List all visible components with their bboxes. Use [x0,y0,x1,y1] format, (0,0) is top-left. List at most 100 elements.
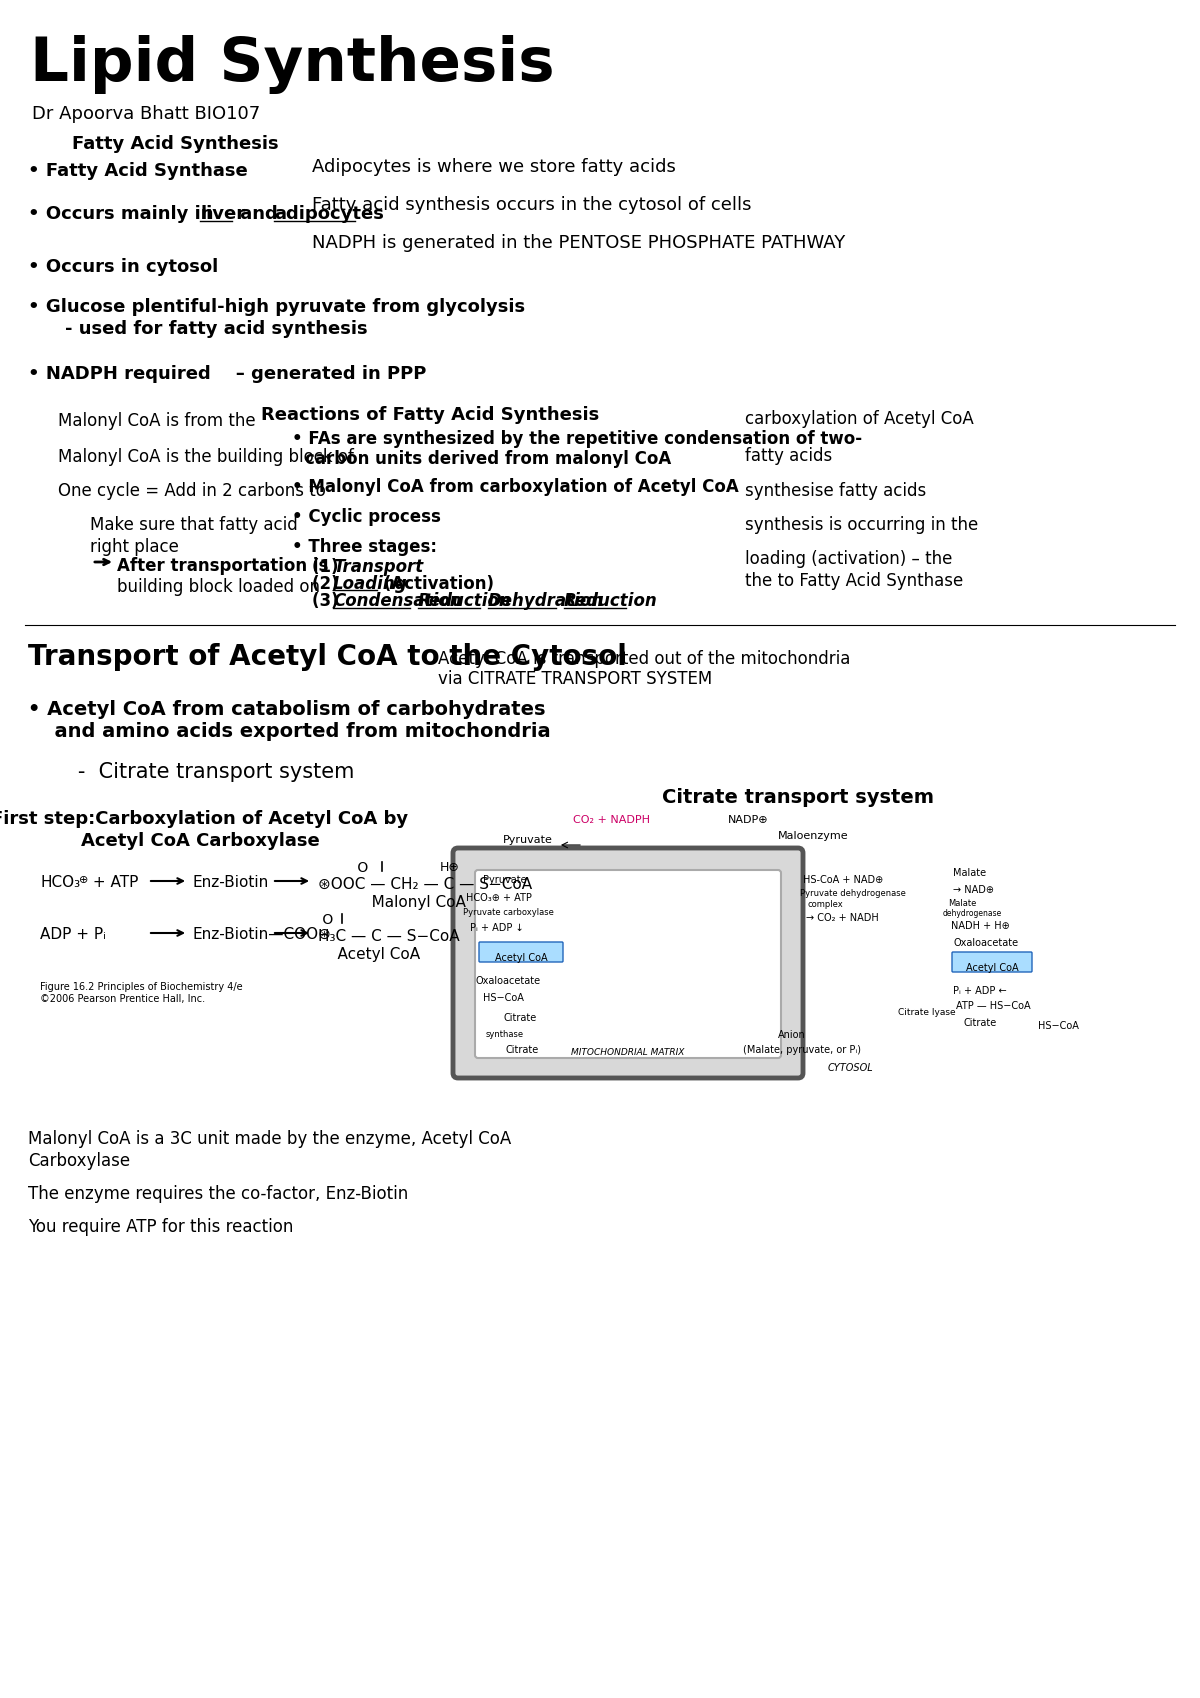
Text: Reduction: Reduction [564,593,658,610]
Text: O: O [318,861,368,874]
Text: • Occurs mainly in: • Occurs mainly in [28,205,220,222]
Text: Loading: Loading [334,576,408,593]
Text: Pyruvate carboxylase: Pyruvate carboxylase [463,908,554,917]
Text: NADP⊕: NADP⊕ [728,815,769,825]
Text: • Glucose plentiful-high pyruvate from glycolysis: • Glucose plentiful-high pyruvate from g… [28,299,526,316]
Text: • Acetyl CoA from catabolism of carbohydrates: • Acetyl CoA from catabolism of carbohyd… [28,700,546,718]
Text: Malonyl CoA is from the: Malonyl CoA is from the [58,413,256,430]
Text: • Three stages:: • Three stages: [292,538,437,555]
Text: complex: complex [808,900,844,908]
Text: Oxaloacetate: Oxaloacetate [953,937,1018,947]
Text: O: O [318,914,334,927]
Text: ATP — HS−CoA: ATP — HS−CoA [956,1002,1031,1010]
Text: You require ATP for this reaction: You require ATP for this reaction [28,1217,293,1236]
Text: carboxylation of Acetyl CoA: carboxylation of Acetyl CoA [745,409,973,428]
Text: Carboxylase: Carboxylase [28,1151,130,1170]
Text: Malate: Malate [953,868,986,878]
Text: HS−CoA: HS−CoA [482,993,524,1004]
Text: Pᵢ + ADP ←: Pᵢ + ADP ← [953,987,1007,997]
Text: • Cyclic process: • Cyclic process [292,508,440,526]
Text: • Occurs in cytosol: • Occurs in cytosol [28,258,218,277]
Text: Figure 16.2 Principles of Biochemistry 4/e: Figure 16.2 Principles of Biochemistry 4… [40,981,242,992]
Text: Acetyl CoA Carboxylase: Acetyl CoA Carboxylase [80,832,319,851]
Text: ADP + Pᵢ: ADP + Pᵢ [40,927,106,942]
Text: and amino acids exported from mitochondria: and amino acids exported from mitochondr… [41,722,551,740]
FancyBboxPatch shape [475,869,781,1058]
Text: HCO₃: HCO₃ [40,874,80,890]
Text: - used for fatty acid synthesis: - used for fatty acid synthesis [65,319,367,338]
Text: Fatty acid synthesis occurs in the cytosol of cells: Fatty acid synthesis occurs in the cytos… [312,195,751,214]
Text: via CITRATE TRANSPORT SYSTEM: via CITRATE TRANSPORT SYSTEM [438,671,713,688]
Text: Malate: Malate [948,898,977,908]
Text: synthesis is occurring in the: synthesis is occurring in the [745,516,978,533]
Text: Pyruvate: Pyruvate [503,835,553,846]
Text: Pᵢ + ADP ↓: Pᵢ + ADP ↓ [470,924,523,932]
Text: and: and [234,205,284,222]
Text: Citrate: Citrate [506,1044,539,1054]
Text: One cycle = Add in 2 carbons to: One cycle = Add in 2 carbons to [58,482,326,499]
Text: Enz-Biotin: Enz-Biotin [192,874,269,890]
Text: Anion: Anion [778,1031,805,1039]
Text: adipocytes: adipocytes [274,205,384,222]
Text: Acetyl CoA: Acetyl CoA [966,963,1019,973]
Text: Dr Apoorva Bhatt BIO107: Dr Apoorva Bhatt BIO107 [32,105,260,122]
Text: (2): (2) [312,576,344,593]
Text: • NADPH required    – generated in PPP: • NADPH required – generated in PPP [28,365,426,384]
Text: Enz-Biotin—COO⊛: Enz-Biotin—COO⊛ [192,927,331,942]
Text: Fatty Acid Synthesis: Fatty Acid Synthesis [72,136,278,153]
Text: ©2006 Pearson Prentice Hall, Inc.: ©2006 Pearson Prentice Hall, Inc. [40,993,205,1004]
Text: HS−CoA: HS−CoA [1038,1020,1079,1031]
Text: • Fatty Acid Synthase: • Fatty Acid Synthase [28,161,247,180]
Text: First step:Carboxylation of Acetyl CoA by: First step:Carboxylation of Acetyl CoA b… [0,810,408,829]
Text: • FAs are synthesized by the repetitive condensation of two-: • FAs are synthesized by the repetitive … [292,430,862,448]
Text: (1): (1) [312,559,344,576]
Text: Oxaloacetate: Oxaloacetate [476,976,541,987]
Text: (Malate, pyruvate, or Pᵢ): (Malate, pyruvate, or Pᵢ) [743,1044,862,1054]
Text: Pyruvate dehydrogenase: Pyruvate dehydrogenase [800,890,906,898]
Text: Malonyl CoA is the building block of: Malonyl CoA is the building block of [58,448,354,465]
Text: Dehydration: Dehydration [488,593,604,610]
Text: Lipid Synthesis: Lipid Synthesis [30,36,554,93]
Text: fatty acids: fatty acids [745,447,833,465]
Text: Malonyl CoA: Malonyl CoA [318,895,466,910]
Text: Acetyl CoA: Acetyl CoA [318,947,420,963]
Text: Transport: Transport [334,559,424,576]
Text: CYTOSOL: CYTOSOL [828,1063,874,1073]
FancyBboxPatch shape [479,942,563,963]
Text: Condensation: Condensation [334,593,462,610]
Text: H⊕: H⊕ [440,861,460,874]
Text: dehydrogenase: dehydrogenase [943,908,1002,919]
Text: carbon units derived from malonyl CoA: carbon units derived from malonyl CoA [305,450,671,469]
Text: → CO₂ + NADH: → CO₂ + NADH [806,914,878,924]
Text: (Activation): (Activation) [378,576,494,593]
Text: Make sure that fatty acid: Make sure that fatty acid [90,516,298,533]
Text: Reduction: Reduction [418,593,511,610]
Text: The enzyme requires the co-factor, Enz-Biotin: The enzyme requires the co-factor, Enz-B… [28,1185,408,1202]
Text: CO₂ + NADPH: CO₂ + NADPH [574,815,650,825]
Text: HCO₃⊕ + ATP: HCO₃⊕ + ATP [466,893,532,903]
Text: • Malonyl CoA from carboxylation of Acetyl CoA: • Malonyl CoA from carboxylation of Acet… [292,479,739,496]
Text: the to Fatty Acid Synthase: the to Fatty Acid Synthase [745,572,964,589]
Text: liver: liver [200,205,245,222]
Text: -  Citrate transport system: - Citrate transport system [58,762,354,783]
Text: Citrate transport system: Citrate transport system [662,788,934,807]
Text: (3): (3) [312,593,344,610]
FancyBboxPatch shape [952,953,1032,971]
FancyBboxPatch shape [454,847,803,1078]
Text: Transport of Acetyl CoA to the Cytosol: Transport of Acetyl CoA to the Cytosol [28,644,626,671]
Text: Citrate: Citrate [964,1019,996,1027]
Text: NADPH is generated in the PENTOSE PHOSPHATE PATHWAY: NADPH is generated in the PENTOSE PHOSPH… [312,234,845,251]
Text: HS-CoA + NAD⊕: HS-CoA + NAD⊕ [803,874,883,885]
Text: Citrate lyase: Citrate lyase [898,1009,955,1017]
Text: ⊛OOC — CH₂ — C — S−CoA: ⊛OOC — CH₂ — C — S−CoA [318,876,532,891]
Text: synthesise fatty acids: synthesise fatty acids [745,482,926,499]
Text: Acetyl CoA is transported out of the mitochondria: Acetyl CoA is transported out of the mit… [438,650,851,667]
Text: After transportation is: After transportation is [118,557,329,576]
Text: Pyruvate: Pyruvate [482,874,527,885]
Text: Citrate: Citrate [503,1014,536,1022]
Text: → NAD⊕: → NAD⊕ [953,885,994,895]
Text: right place: right place [90,538,179,555]
Text: H₃C — C — S−CoA: H₃C — C — S−CoA [318,929,460,944]
Text: synthase: synthase [486,1031,524,1039]
Text: Acetyl CoA: Acetyl CoA [494,953,547,963]
